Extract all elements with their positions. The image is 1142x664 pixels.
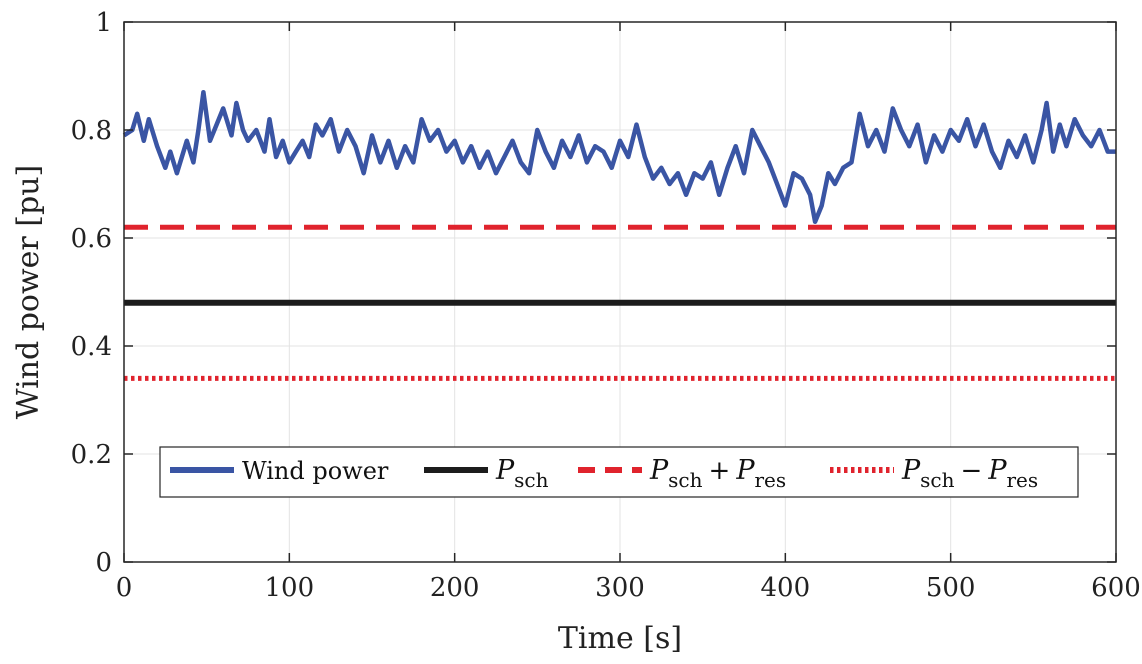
series-layer (122, 89, 1116, 381)
legend-sch-subscript: sch (920, 468, 954, 492)
legend-p-symbol: P (649, 455, 669, 486)
x-tick-label: 200 (430, 573, 480, 603)
legend-label-p-sch: Psch (495, 455, 549, 492)
legend-label-p-sch-minus-p-res: Psch − Pres (901, 455, 1038, 492)
legend-plus-operator: + (709, 456, 731, 486)
legend-res-subscript: res (1007, 468, 1039, 492)
y-tick-label: 0.8 (71, 116, 112, 146)
y-tick-label: 0.2 (71, 440, 112, 470)
x-tick-label: 400 (761, 573, 811, 603)
y-tick-label: 0.6 (71, 224, 112, 254)
x-tick-label: 100 (265, 573, 315, 603)
legend-p-symbol: P (495, 455, 515, 486)
x-tick-label: 500 (926, 573, 976, 603)
x-axis-title: Time [s] (558, 621, 682, 656)
ticks (123, 21, 1117, 563)
legend: Wind power Psch Psch + Pres Psch − Pres (159, 446, 1079, 498)
legend-label-p-sch-plus-p-res: Psch + Pres (649, 455, 786, 492)
legend-sch-subscript: sch (514, 468, 548, 492)
x-tick-label: 0 (116, 573, 133, 603)
legend-sch-subscript: sch (668, 468, 702, 492)
legend-minus-operator: − (961, 456, 983, 486)
y-tick-label: 1 (95, 8, 112, 38)
y-tick-label: 0 (95, 548, 112, 578)
legend-res-subscript: res (755, 468, 787, 492)
x-tick-label: 600 (1091, 573, 1141, 603)
y-tick-label: 0.4 (71, 332, 112, 362)
y-axis-title: Wind power [pu] (11, 165, 46, 419)
x-tick-label: 300 (595, 573, 645, 603)
legend-p-symbol: P (987, 455, 1007, 486)
tick-labels: 0 100 200 300 400 500 600 0 0.2 0.4 0.6 0.8 1 (71, 8, 1141, 603)
series-line-wind-power (122, 89, 1116, 225)
legend-label-wind-power: Wind power (242, 457, 389, 485)
legend-p-symbol: P (901, 455, 921, 486)
legend-p-symbol: P (735, 455, 755, 486)
